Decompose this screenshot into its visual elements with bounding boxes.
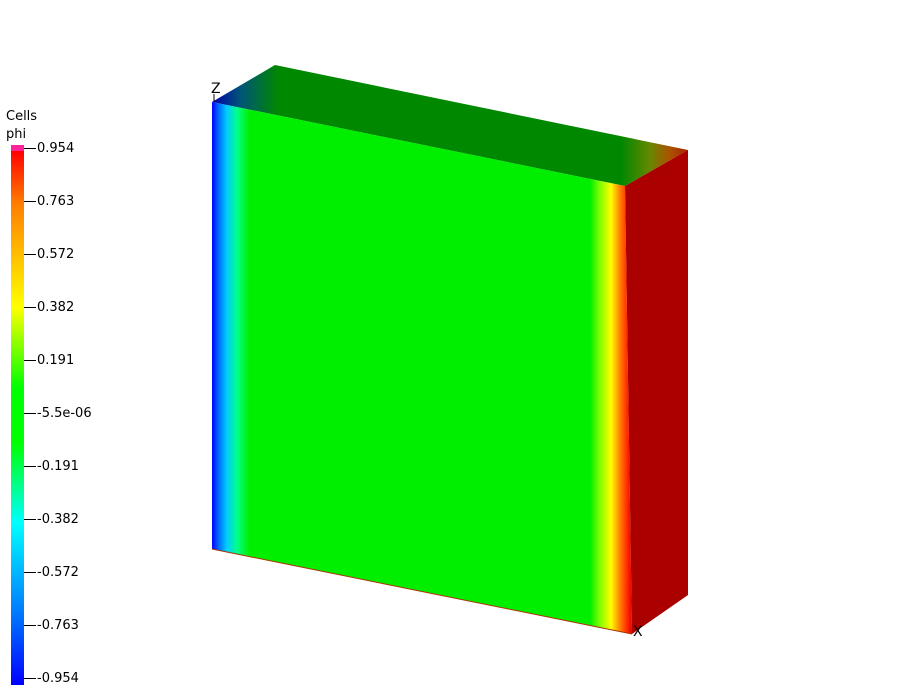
legend-tick-label: -0.954	[37, 671, 79, 686]
legend-tick-label: -0.572	[37, 565, 79, 580]
legend-tick	[24, 307, 36, 308]
legend-tick	[24, 254, 36, 255]
legend-tick	[24, 519, 36, 520]
legend-tick	[24, 360, 36, 361]
box-right-face	[625, 150, 688, 634]
legend-tick-label: 0.572	[37, 247, 75, 262]
legend-tick	[24, 678, 36, 679]
legend-tick	[24, 413, 36, 414]
box-top-face	[212, 65, 688, 186]
legend-title-variable: phi	[6, 127, 27, 142]
scalar-bar-legend: Cells phi 0.954 0.763 0.572 0.382 0.191 …	[0, 0, 120, 700]
legend-tick-label: 0.382	[37, 300, 75, 315]
colorbar	[11, 145, 24, 685]
z-axis-label: Z	[211, 81, 221, 97]
legend-tick	[24, 148, 36, 149]
legend-tick	[24, 466, 36, 467]
legend-tick-label: -5.5e-06	[37, 406, 92, 421]
legend-tick	[24, 625, 36, 626]
box-bottom-edge	[211, 548, 633, 635]
x-axis-label: X	[633, 624, 643, 640]
legend-tick	[24, 201, 36, 202]
legend-tick-label: 0.191	[37, 353, 75, 368]
legend-tick-label: -0.763	[37, 618, 79, 633]
legend-tick-label: 0.763	[37, 194, 75, 209]
legend-tick-label: -0.191	[37, 459, 79, 474]
legend-tick	[24, 572, 36, 573]
box-front-face	[212, 102, 632, 634]
legend-tick-label: 0.954	[37, 141, 75, 156]
legend-title-dataset: Cells	[6, 109, 38, 124]
legend-tick-label: -0.382	[37, 512, 79, 527]
